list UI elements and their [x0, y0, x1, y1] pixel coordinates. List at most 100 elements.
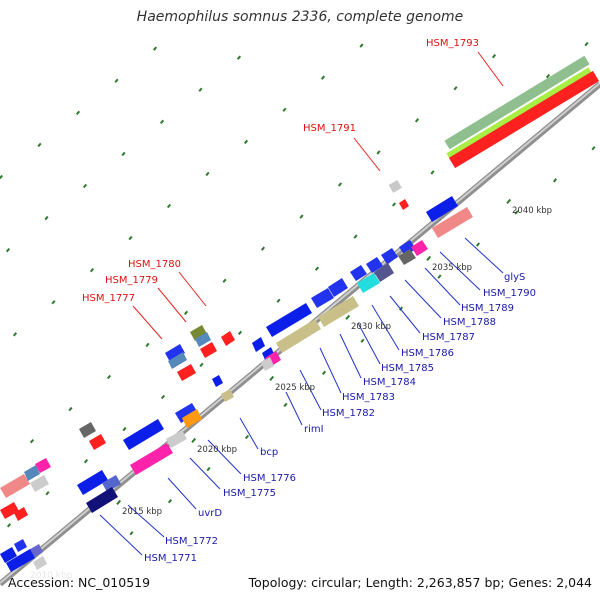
gene-feature[interactable] — [399, 199, 409, 210]
gene-feature[interactable] — [0, 474, 30, 498]
tick-mark — [320, 75, 326, 80]
gene-label[interactable]: HSM_1785 — [381, 363, 434, 374]
callout-line — [132, 305, 163, 340]
gene-feature[interactable] — [14, 539, 27, 552]
gene-feature[interactable] — [165, 344, 185, 362]
gene-label[interactable]: HSM_1779 — [105, 275, 158, 286]
gene-feature[interactable] — [79, 422, 96, 438]
gene-label[interactable]: HSM_1780 — [128, 259, 181, 270]
callout-line — [127, 504, 165, 538]
gene-feature[interactable] — [35, 458, 51, 473]
gene-feature[interactable] — [200, 342, 217, 358]
gene-feature[interactable] — [175, 403, 198, 423]
gene-feature[interactable] — [212, 375, 223, 387]
gene-feature[interactable] — [30, 475, 49, 492]
gene-label[interactable]: glyS — [504, 272, 525, 283]
tick-mark — [237, 330, 243, 336]
gene-label[interactable]: HSM_1788 — [443, 317, 496, 328]
gene-label[interactable]: HSM_1790 — [483, 288, 536, 299]
tick-mark — [584, 41, 589, 47]
gene-label[interactable]: HSM_1776 — [243, 473, 296, 484]
tick-mark — [398, 306, 404, 311]
gene-feature[interactable] — [190, 325, 207, 341]
tick-mark — [44, 215, 49, 221]
callout-line — [424, 267, 461, 306]
gene-label[interactable]: HSM_1775 — [223, 488, 276, 499]
gene-feature[interactable] — [261, 357, 274, 371]
gene-feature[interactable] — [221, 389, 234, 402]
tick-mark — [244, 434, 250, 440]
gene-label[interactable]: HSM_1783 — [342, 392, 395, 403]
gene-feature[interactable] — [252, 337, 265, 352]
gene-feature[interactable] — [168, 352, 187, 369]
gene-feature[interactable] — [0, 547, 17, 563]
tick-mark — [376, 150, 381, 155]
gene-label[interactable]: HSM_1789 — [461, 303, 514, 314]
gene-feature[interactable] — [374, 263, 394, 282]
tick-mark — [37, 142, 42, 148]
gene-features — [0, 179, 473, 572]
scale-label: 2030 kbp — [351, 322, 391, 332]
gene-feature[interactable] — [311, 288, 334, 308]
tick-mark — [12, 332, 18, 337]
scale-labels: 2015 kbp 2020 kbp 2025 kbp 2030 kbp 2035 kbp… — [116, 198, 552, 517]
gene-feature[interactable] — [77, 470, 108, 495]
gene-feature[interactable] — [399, 240, 416, 256]
tick-mark — [552, 178, 558, 183]
gene-feature[interactable] — [276, 319, 321, 353]
gene-label[interactable]: bcp — [260, 447, 278, 458]
gene-label[interactable]: rimI — [304, 424, 324, 435]
gene-feature[interactable] — [86, 487, 118, 513]
scale-tick — [506, 198, 512, 204]
gene-feature[interactable] — [177, 364, 196, 381]
gene-feature[interactable] — [6, 549, 35, 572]
gene-feature[interactable] — [130, 443, 173, 475]
callout-line — [189, 457, 221, 490]
gene-label[interactable]: HSM_1772 — [165, 536, 218, 547]
gene-feature[interactable] — [24, 465, 40, 481]
gene-label[interactable]: HSM_1771 — [144, 553, 197, 564]
gene-label[interactable]: HSM_1787 — [422, 332, 475, 343]
gene-feature[interactable] — [182, 409, 202, 428]
gene-feature[interactable] — [350, 265, 367, 281]
gene-feature[interactable] — [318, 296, 359, 327]
gene-feature[interactable] — [195, 332, 211, 347]
tick-mark — [199, 362, 204, 368]
gene-feature[interactable] — [398, 249, 416, 265]
gene-feature[interactable] — [328, 278, 348, 297]
gene-feature[interactable] — [432, 207, 473, 238]
callout-line — [319, 347, 342, 394]
gene-feature[interactable] — [221, 331, 235, 346]
callout-line — [157, 287, 187, 323]
map-title: Haemophilus somnus 2336, complete genome — [136, 9, 464, 25]
scale-label: 2025 kbp — [275, 383, 315, 393]
tick-mark — [82, 183, 88, 189]
gene-feature[interactable] — [266, 303, 312, 337]
gene-label[interactable]: HSM_1784 — [363, 377, 416, 388]
gene-feature[interactable] — [381, 248, 398, 264]
gene-feature[interactable] — [366, 257, 383, 273]
gene-feature[interactable] — [89, 434, 106, 450]
gene-feature[interactable] — [123, 419, 164, 450]
watermark-scale-label: 2010 kbp — [30, 571, 73, 581]
gene-label[interactable]: HSM_1786 — [401, 348, 454, 359]
gene-label[interactable]: HSM_1782 — [322, 408, 375, 419]
gene-feature[interactable] — [0, 502, 19, 519]
tick-mark — [282, 107, 287, 112]
gene-feature[interactable] — [411, 240, 428, 256]
gene-feature[interactable] — [166, 430, 187, 448]
gene-feature[interactable] — [102, 475, 121, 492]
gene-feature[interactable] — [426, 196, 458, 222]
gene-label[interactable]: HSM_1791 — [303, 123, 356, 134]
gene-feature[interactable] — [14, 507, 28, 521]
scale-tick — [345, 314, 351, 320]
gene-label[interactable]: HSM_1793 — [426, 38, 479, 49]
gene-feature[interactable] — [33, 556, 47, 570]
tick-mark — [5, 247, 11, 253]
genome-summary-text: Topology: circular; Length: 2,263,857 bp… — [248, 575, 592, 590]
gene-label[interactable]: uvrD — [198, 508, 222, 519]
gene-feature[interactable] — [357, 273, 380, 293]
gene-feature[interactable] — [388, 179, 402, 193]
gene-label[interactable]: HSM_1777 — [82, 293, 135, 304]
